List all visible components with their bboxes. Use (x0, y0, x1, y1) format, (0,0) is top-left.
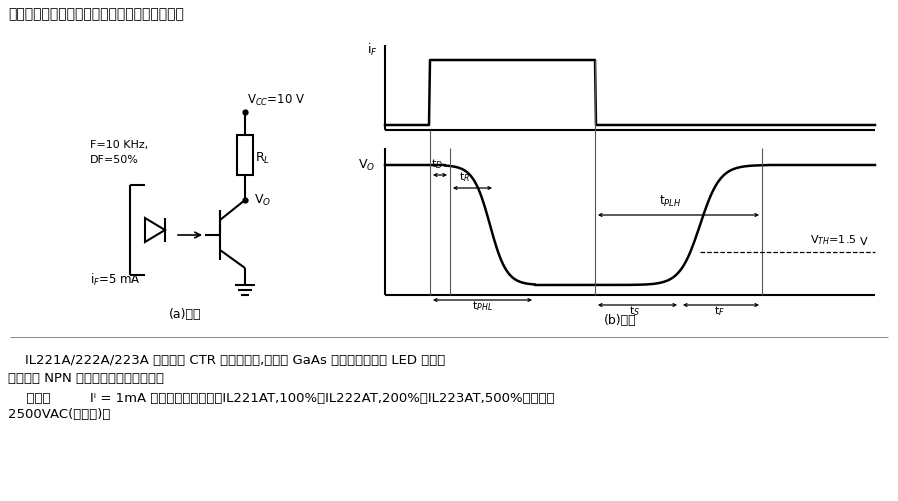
Text: i$_F$: i$_F$ (367, 42, 378, 58)
Text: (a)电路: (a)电路 (169, 309, 201, 322)
Text: R$_L$: R$_L$ (255, 150, 270, 165)
Text: V$_O$: V$_O$ (254, 192, 271, 207)
Text: t$_F$: t$_F$ (715, 304, 726, 318)
Text: t$_S$: t$_S$ (629, 304, 640, 318)
Text: V$_{CC}$=10 V: V$_{CC}$=10 V (247, 93, 305, 108)
Text: IL221A/222A/223A 是一个高 CTR 的光耦合器,有一个 GaAs 红外发射二极管 LED 发射器: IL221A/222A/223A 是一个高 CTR 的光耦合器,有一个 GaAs… (8, 354, 445, 367)
Bar (237, 135, 253, 175)
Text: 特点：: 特点： (8, 391, 50, 404)
Text: Iⁱ = 1mA 时的电流传输比高；IL221AT,100%；IL222AT,200%；IL223AT,500%；耐压：: Iⁱ = 1mA 时的电流传输比高；IL221AT,100%；IL222AT,2… (90, 391, 555, 404)
Text: 2500VAC(有效值)。: 2500VAC(有效值)。 (8, 408, 110, 421)
Text: t$_D$: t$_D$ (431, 157, 443, 171)
Text: F=10 KHz,: F=10 KHz, (90, 140, 148, 150)
Text: V: V (860, 237, 867, 247)
Text: DF=50%: DF=50% (90, 155, 139, 165)
Text: (b)波形: (b)波形 (603, 314, 637, 327)
Text: V$_{TH}$=1.5: V$_{TH}$=1.5 (810, 233, 857, 247)
Text: t$_{PLH}$: t$_{PLH}$ (659, 194, 681, 209)
Text: t$_{PHL}$: t$_{PHL}$ (471, 299, 492, 313)
Text: 用途：用于高密度印刷电路板上的光隔离电路。: 用途：用于高密度印刷电路板上的光隔离电路。 (8, 7, 184, 21)
Text: V$_O$: V$_O$ (357, 157, 375, 172)
Text: 和一个硅 NPN 光达林顿晶体管检测器。: 和一个硅 NPN 光达林顿晶体管检测器。 (8, 372, 164, 384)
Text: t$_R$: t$_R$ (460, 170, 471, 184)
Text: i$_F$=5 mA: i$_F$=5 mA (90, 272, 141, 288)
